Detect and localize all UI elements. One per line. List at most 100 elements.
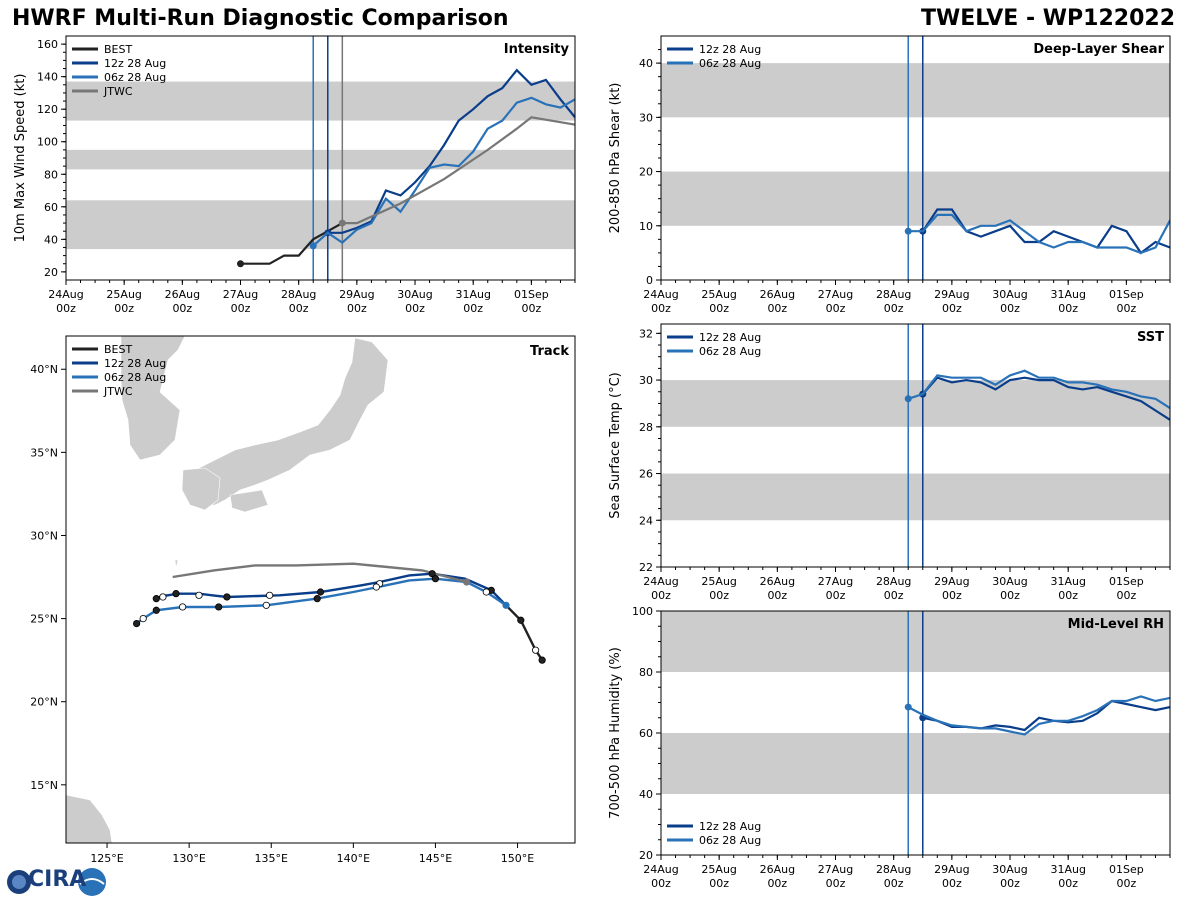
legend-label: JTWC bbox=[103, 85, 133, 98]
x-tick-label: 00z bbox=[172, 302, 192, 315]
series-line bbox=[327, 68, 575, 234]
track-position-marker bbox=[195, 591, 203, 599]
series-start-marker bbox=[904, 395, 912, 403]
y-tick-label: 20 bbox=[639, 849, 653, 862]
track-frame bbox=[65, 335, 576, 844]
x-tick-label: 31Aug bbox=[1050, 288, 1085, 301]
lon-tick-label: 135°E bbox=[255, 852, 288, 865]
y-tick-label: 100 bbox=[37, 136, 58, 149]
x-tick-label: 00z bbox=[231, 302, 251, 315]
series-line bbox=[907, 695, 1170, 736]
x-tick-label: 31Aug bbox=[1050, 863, 1085, 876]
y-tick-label: 20 bbox=[639, 166, 653, 179]
x-tick-label: 28Aug bbox=[281, 288, 316, 301]
x-tick-label: 25Aug bbox=[701, 288, 736, 301]
x-tick-label: 00z bbox=[709, 877, 729, 890]
legend-label: 06z 28 Aug bbox=[699, 57, 761, 70]
x-tick-label: 01Sep bbox=[1109, 575, 1144, 588]
track-position-marker bbox=[223, 593, 231, 601]
x-tick-label: 00z bbox=[1000, 877, 1020, 890]
x-tick-label: 00z bbox=[826, 877, 846, 890]
threshold-band bbox=[661, 63, 1170, 118]
x-tick-label: 01Sep bbox=[1109, 288, 1144, 301]
track-position-marker bbox=[133, 619, 141, 628]
x-tick-label: 27Aug bbox=[818, 575, 853, 588]
y-tick-label: 80 bbox=[44, 168, 58, 181]
track-line bbox=[172, 562, 467, 584]
track-position-marker bbox=[428, 570, 436, 578]
y-tick-label: 28 bbox=[639, 421, 653, 434]
legend-label: 06z 28 Aug bbox=[699, 345, 761, 358]
threshold-band bbox=[66, 149, 575, 170]
x-tick-label: 00z bbox=[826, 589, 846, 602]
legend-label: 06z 28 Aug bbox=[104, 71, 166, 84]
legend-label: 12z 28 Aug bbox=[699, 43, 761, 56]
lat-tick-label: 15°N bbox=[30, 779, 58, 792]
track-title: Track bbox=[530, 344, 569, 359]
track-position-marker bbox=[502, 601, 510, 609]
x-tick-label: 27Aug bbox=[223, 288, 258, 301]
sst-ylabel: Sea Surface Temp (°C) bbox=[608, 372, 623, 519]
y-tick-label: 60 bbox=[639, 727, 653, 740]
x-tick-label: 00z bbox=[1058, 877, 1078, 890]
track-position-marker bbox=[172, 590, 180, 598]
y-tick-label: 40 bbox=[639, 788, 653, 801]
series-line bbox=[312, 96, 575, 247]
x-tick-label: 00z bbox=[463, 302, 483, 315]
shear-ylabel: 200-850 hPa Shear (kt) bbox=[608, 83, 623, 234]
y-tick-label: 32 bbox=[639, 327, 653, 340]
lon-tick-label: 150°E bbox=[501, 852, 534, 865]
x-tick-label: 26Aug bbox=[760, 575, 795, 588]
series-line bbox=[921, 208, 1170, 255]
lat-tick-label: 30°N bbox=[30, 529, 58, 542]
track-position-marker bbox=[538, 656, 546, 664]
x-tick-label: 00z bbox=[1116, 589, 1136, 602]
intensity-panel bbox=[61, 35, 576, 285]
x-tick-label: 26Aug bbox=[760, 288, 795, 301]
series-line bbox=[907, 369, 1170, 411]
track-position-marker bbox=[482, 588, 490, 596]
rh-ylabel: 700-500 hPa Humidity (%) bbox=[608, 647, 623, 819]
threshold-band bbox=[661, 473, 1170, 521]
lon-tick-label: 140°E bbox=[337, 852, 370, 865]
series-start-marker bbox=[904, 227, 912, 235]
track-position-marker bbox=[372, 583, 380, 591]
x-tick-label: 00z bbox=[767, 302, 787, 315]
track-position-marker bbox=[316, 588, 325, 596]
y-tick-label: 22 bbox=[639, 561, 653, 574]
x-tick-label: 28Aug bbox=[876, 288, 911, 301]
x-tick-label: 00z bbox=[1116, 877, 1136, 890]
x-tick-label: 00z bbox=[114, 302, 134, 315]
legend-label: BEST bbox=[104, 43, 132, 56]
y-tick-label: 60 bbox=[44, 201, 58, 214]
x-tick-label: 30Aug bbox=[992, 863, 1027, 876]
track-position-marker bbox=[152, 606, 160, 614]
track-line bbox=[135, 577, 507, 625]
x-tick-label: 30Aug bbox=[992, 288, 1027, 301]
x-tick-label: 00z bbox=[1000, 589, 1020, 602]
y-tick-label: 30 bbox=[639, 374, 653, 387]
track-position-marker bbox=[531, 646, 540, 654]
x-tick-label: 24Aug bbox=[643, 575, 678, 588]
x-tick-label: 25Aug bbox=[106, 288, 141, 301]
korea-land bbox=[120, 336, 186, 461]
x-tick-label: 25Aug bbox=[701, 575, 736, 588]
x-tick-label: 00z bbox=[826, 302, 846, 315]
x-tick-label: 01Sep bbox=[1109, 863, 1144, 876]
x-tick-label: 27Aug bbox=[818, 288, 853, 301]
series-line bbox=[908, 213, 1170, 255]
track-position-marker bbox=[431, 575, 440, 583]
track-plot-area bbox=[66, 336, 546, 843]
x-tick-label: 00z bbox=[884, 877, 904, 890]
x-tick-label: 30Aug bbox=[992, 575, 1027, 588]
y-tick-label: 30 bbox=[639, 111, 653, 124]
lat-tick-label: 40°N bbox=[30, 363, 58, 376]
x-tick-label: 28Aug bbox=[876, 575, 911, 588]
x-tick-label: 24Aug bbox=[48, 288, 83, 301]
x-tick-label: 00z bbox=[1000, 302, 1020, 315]
legend-label: 12z 28 Aug bbox=[699, 331, 761, 344]
x-tick-label: 00z bbox=[347, 302, 367, 315]
logo-text: CIRA bbox=[28, 867, 87, 892]
lon-tick-label: 125°E bbox=[90, 852, 123, 865]
figure-title: HWRF Multi-Run Diagnostic Comparison bbox=[12, 6, 509, 31]
